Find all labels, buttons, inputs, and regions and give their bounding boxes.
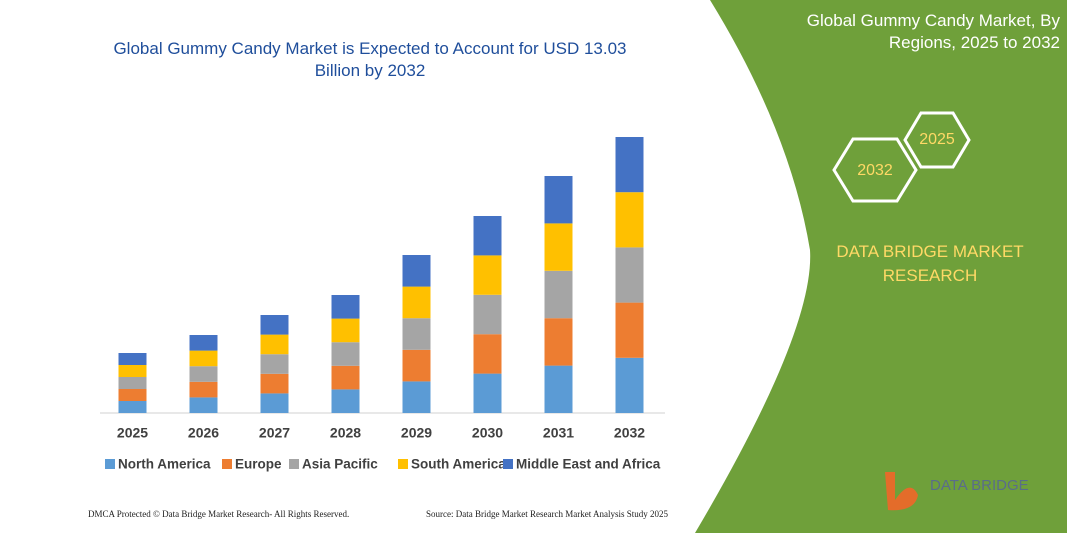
hexagon xyxy=(903,111,971,169)
x-tick-label: 2027 xyxy=(259,425,290,441)
bar-segment xyxy=(118,365,147,377)
brand-box: DATA BRIDGE MARKET RESEARCH xyxy=(836,242,1024,285)
logo-icon xyxy=(885,472,918,511)
bar-segment xyxy=(118,377,147,389)
logo-text: DATA BRIDGE xyxy=(930,477,1029,494)
legend-label: Europe xyxy=(235,457,282,472)
bar-segment xyxy=(189,397,218,413)
bar-segment xyxy=(118,353,147,365)
bar-segment xyxy=(615,247,644,303)
bar-segment xyxy=(189,381,218,398)
side-title-box: Global Gummy Candy Market, By Regions, 2… xyxy=(806,11,1060,52)
bar-segment xyxy=(189,335,218,351)
bar-segment xyxy=(331,389,360,413)
legend-label: Middle East and Africa xyxy=(516,457,661,472)
legend-label: South America xyxy=(411,457,506,472)
bar-segment xyxy=(331,342,360,366)
footer-right: Source: Data Bridge Market Research Mark… xyxy=(426,509,668,519)
bar-segment xyxy=(544,365,573,413)
bar-segment xyxy=(260,354,289,374)
side-title: Global Gummy Candy Market, By Regions, 2… xyxy=(806,11,1060,52)
x-tick-label: 2026 xyxy=(188,425,219,441)
legend-swatch xyxy=(105,459,115,469)
x-tick-label: 2032 xyxy=(614,425,645,441)
legend-label: Asia Pacific xyxy=(302,457,378,472)
bar-segment xyxy=(615,137,644,193)
side-panel xyxy=(695,0,1067,533)
legend-swatch xyxy=(503,459,513,469)
bar-segment xyxy=(473,294,502,335)
bar-segment xyxy=(544,270,573,319)
bar-segment xyxy=(615,302,644,358)
bar-segment xyxy=(260,393,289,413)
x-tick-label: 2031 xyxy=(543,425,574,441)
bar-segment xyxy=(402,255,431,287)
bar-segment xyxy=(260,373,289,394)
chart-title: Global Gummy Candy Market is Expected to… xyxy=(113,39,627,80)
x-tick-label: 2029 xyxy=(401,425,432,441)
bar-segment xyxy=(473,334,502,374)
bar-segment xyxy=(331,295,360,319)
bar-segment xyxy=(331,365,360,390)
title-box: Global Gummy Candy Market is Expected to… xyxy=(113,39,627,80)
bar-segment xyxy=(260,334,289,355)
bar-segment xyxy=(402,318,431,350)
bar-segment xyxy=(260,315,289,335)
hexagon xyxy=(832,137,918,203)
bar-segment xyxy=(544,176,573,224)
x-tick-label: 2028 xyxy=(330,425,361,441)
hexagon-label: 2032 xyxy=(857,162,893,179)
bar-segment xyxy=(189,366,218,382)
bar-segment xyxy=(118,389,147,401)
bar-segment xyxy=(473,216,502,256)
legend-swatch xyxy=(289,459,299,469)
bar-segment xyxy=(615,357,644,413)
x-tick-label: 2025 xyxy=(117,425,148,441)
x-tick-label: 2030 xyxy=(472,425,503,441)
bar-segment xyxy=(544,318,573,366)
bar-segment xyxy=(331,318,360,343)
bar-segment xyxy=(473,373,502,413)
hexagon-label: 2025 xyxy=(919,131,955,148)
footer-left: DMCA Protected © Data Bridge Market Rese… xyxy=(88,509,349,519)
bar-segment xyxy=(189,350,218,367)
bar-segment xyxy=(473,255,502,295)
bar-segment xyxy=(118,401,147,413)
legend-label: North America xyxy=(118,457,211,472)
legend-swatch xyxy=(222,459,232,469)
bar-segment xyxy=(402,349,431,382)
bar-segment xyxy=(402,381,431,413)
bar-segment xyxy=(402,286,431,319)
legend-swatch xyxy=(398,459,408,469)
bar-segment xyxy=(544,223,573,271)
bar-segment xyxy=(615,192,644,248)
brand: DATA BRIDGE MARKET RESEARCH xyxy=(836,242,1024,285)
